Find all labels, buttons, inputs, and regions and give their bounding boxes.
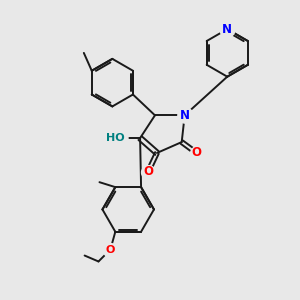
Text: O: O [143, 165, 153, 178]
Text: O: O [192, 146, 202, 160]
Text: N: N [180, 109, 190, 122]
Text: N: N [222, 22, 232, 36]
Text: HO: HO [106, 133, 124, 143]
Text: O: O [106, 244, 115, 255]
